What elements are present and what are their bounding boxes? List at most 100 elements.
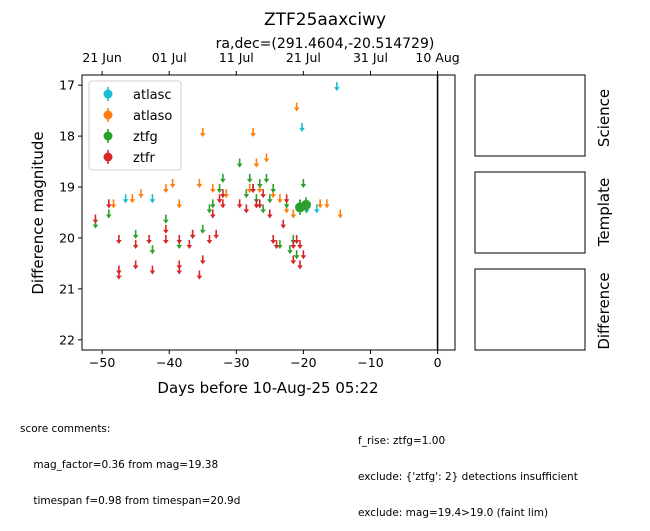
legend-label: ztfr (133, 151, 155, 166)
upper-limit-marker (176, 265, 183, 275)
top-tick-label: 21 Jun (82, 50, 121, 65)
upper-limit-marker (293, 102, 300, 112)
x-tick-label: −20 (290, 355, 316, 370)
top-tick-label: 01 Jul (152, 50, 187, 65)
upper-limit-marker (324, 199, 330, 209)
comment-line: score comments: (20, 423, 111, 435)
upper-limit-marker (273, 240, 280, 250)
upper-limit-marker (297, 260, 303, 270)
template-label: Template (595, 178, 613, 247)
legend-entry-atlaso: atlaso (103, 108, 172, 124)
upper-limit-marker (186, 240, 193, 250)
y-tick-label: 17 (59, 78, 75, 93)
upper-limit-marker (169, 178, 176, 188)
upper-limit-marker (163, 214, 169, 224)
upper-limit-marker (129, 194, 136, 204)
legend-box (88, 80, 182, 171)
comment-line: exclude: mag=19.4>19.0 (faint lim) (358, 507, 549, 519)
upper-limit-marker (110, 199, 117, 209)
upper-limit-marker (246, 184, 253, 194)
top-tick-label: 31 Jul (353, 50, 388, 65)
upper-limit-marker (243, 204, 250, 214)
upper-limit-marker (236, 199, 243, 209)
x-axis: −50 −40 −30 −20 −10 0 (89, 350, 442, 370)
upper-limit-marker (213, 229, 219, 239)
legend-entry-atlasc: atlasc (103, 87, 172, 103)
upper-limit-marker (256, 199, 263, 209)
upper-limit-marker (210, 199, 216, 209)
upper-limit-marker (149, 194, 156, 204)
y-axis-label: Difference magnitude (29, 131, 47, 294)
x-tick-label: −30 (223, 355, 249, 370)
series-ztfg (92, 158, 312, 260)
template-panel (474, 171, 586, 254)
upper-limit-marker (300, 250, 307, 260)
upper-limit-marker (263, 173, 270, 183)
top-tick-label: 11 Jul (219, 50, 254, 65)
upper-limit-marker (263, 153, 270, 163)
detection-marker (301, 197, 312, 213)
upper-limit-marker (92, 214, 99, 224)
science-panel (474, 74, 586, 157)
upper-limit-marker (290, 240, 297, 250)
upper-limit-marker (163, 234, 169, 244)
upper-limit-marker (206, 234, 213, 244)
legend-label: ztfg (133, 130, 158, 145)
upper-limit-marker (253, 199, 260, 209)
comment-line: mag_factor=0.36 from mag=19.38 (20, 459, 219, 471)
comment-line: f_rise: ztfg=1.00 (358, 435, 446, 447)
upper-limit-marker (250, 184, 256, 194)
upper-limit-marker (149, 245, 156, 255)
upper-limit-marker (116, 270, 122, 280)
upper-limit-marker (250, 128, 256, 138)
upper-limit-marker (270, 184, 276, 194)
upper-limit-marker (220, 199, 226, 209)
y-tick-label: 20 (59, 230, 75, 245)
upper-limit-marker (297, 240, 303, 250)
upper-limit-marker (337, 209, 344, 219)
upper-limit-marker (283, 194, 290, 204)
y-tick-label: 19 (59, 180, 75, 195)
comment-line: timespan f=0.98 from timespan=20.9d (20, 495, 241, 507)
legend-entry-ztfr: ztfr (103, 150, 155, 166)
legend-entry-ztfg: ztfg (103, 129, 158, 145)
upper-limit-marker (199, 128, 206, 138)
y-tick-label: 18 (59, 129, 75, 144)
top-date-axis: 21 Jun 01 Jul 11 Jul 21 Jul 31 Jul 10 Aug (82, 50, 460, 75)
upper-limit-marker (196, 178, 203, 188)
score-comments-right: f_rise: ztfg=1.00 exclude: {'ztfg': 2} d… (358, 411, 578, 531)
difference-panel (474, 268, 586, 351)
x-tick-label: −40 (156, 355, 182, 370)
upper-limit-marker (106, 199, 112, 209)
figure: ZTF25aaxciwy ra,dec=(291.4604,-20.514729… (29, 10, 613, 397)
plot-area: −50 −40 −30 −20 −10 0 17 18 19 20 21 22 21 Jun 01 J… (59, 50, 460, 370)
upper-limit-marker (293, 234, 300, 244)
upper-limit-marker (287, 245, 293, 255)
upper-limit-marker (317, 199, 323, 209)
top-tick-label: 21 Jul (286, 50, 321, 65)
upper-limit-marker (270, 234, 276, 244)
upper-limit-marker (210, 209, 216, 219)
upper-limit-marker (122, 194, 129, 204)
upper-limit-marker (176, 199, 183, 209)
upper-limit-marker (199, 224, 206, 234)
comment-line: exclude: {'ztfg': 2} detections insuffic… (358, 471, 578, 483)
upper-limit-marker (299, 122, 305, 132)
difference-label: Difference (595, 272, 613, 349)
y-tick-label: 21 (59, 281, 75, 296)
legend: atlasc atlaso ztfg ztfr (88, 80, 182, 171)
upper-limit-marker (106, 209, 112, 219)
upper-limit-marker (314, 204, 320, 214)
upper-limit-marker (277, 240, 283, 250)
data-points (92, 82, 344, 280)
upper-limit-marker (260, 204, 266, 214)
chart-title: ZTF25aaxciwy (264, 10, 386, 30)
series-atlaso (110, 102, 344, 219)
upper-limit-marker (293, 250, 300, 260)
upper-limit-marker (290, 209, 297, 219)
score-comments-left: score comments: mag_factor=0.36 from mag… (20, 399, 240, 519)
upper-limit-marker (199, 255, 206, 265)
upper-limit-marker (260, 189, 266, 199)
y-tick-label: 22 (59, 332, 75, 347)
chart-subtitle: ra,dec=(291.4604,-20.514729) (216, 36, 435, 52)
